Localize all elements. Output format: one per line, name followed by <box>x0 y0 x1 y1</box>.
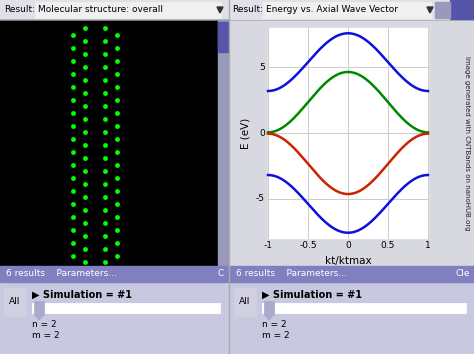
Bar <box>218 20 228 266</box>
Bar <box>230 282 474 354</box>
Bar <box>34 301 44 315</box>
Bar <box>0 266 228 282</box>
Bar <box>0 20 228 266</box>
Bar <box>32 303 220 313</box>
Text: -0.5: -0.5 <box>299 241 317 250</box>
Text: m = 2: m = 2 <box>262 331 290 340</box>
Text: kt/ktmax: kt/ktmax <box>325 256 371 266</box>
Polygon shape <box>265 315 273 320</box>
Bar <box>262 303 466 313</box>
Polygon shape <box>35 315 43 320</box>
Text: n = 2: n = 2 <box>262 320 287 329</box>
Text: 5: 5 <box>259 63 265 72</box>
Text: m = 2: m = 2 <box>32 331 60 340</box>
Text: 0.5: 0.5 <box>381 241 395 250</box>
Text: 6 results    Parameters...: 6 results Parameters... <box>236 269 347 279</box>
Bar <box>268 28 428 238</box>
Text: n = 2: n = 2 <box>32 320 56 329</box>
Bar <box>230 20 474 266</box>
Text: -1: -1 <box>264 241 273 250</box>
Text: 1: 1 <box>425 241 431 250</box>
Text: 0: 0 <box>345 241 351 250</box>
Text: -5: -5 <box>256 194 265 203</box>
Bar <box>264 301 274 315</box>
Text: C: C <box>218 269 224 279</box>
Bar <box>230 266 474 282</box>
Bar <box>263 2 431 18</box>
Text: Cle: Cle <box>456 269 470 279</box>
Text: All: All <box>9 297 21 307</box>
Bar <box>218 22 228 52</box>
Text: Molecular structure: overall: Molecular structure: overall <box>38 6 163 15</box>
Bar <box>0 282 228 354</box>
Text: All: All <box>239 297 251 307</box>
Text: E (eV): E (eV) <box>241 118 251 149</box>
Text: ▶ Simulation = #1: ▶ Simulation = #1 <box>32 290 132 300</box>
Text: Result:: Result: <box>232 6 263 15</box>
Text: ▶ Simulation = #1: ▶ Simulation = #1 <box>262 290 362 300</box>
Bar <box>450 0 474 19</box>
Bar <box>4 288 26 316</box>
Bar <box>234 288 256 316</box>
Text: Image generated with CNTBands on nanoHUB.org: Image generated with CNTBands on nanoHUB… <box>464 56 470 230</box>
Text: 0: 0 <box>259 129 265 137</box>
Text: 6 results    Parameters...: 6 results Parameters... <box>6 269 117 279</box>
Bar <box>35 2 221 18</box>
Polygon shape <box>217 7 223 13</box>
Bar <box>435 2 450 18</box>
Bar <box>0 0 474 20</box>
Polygon shape <box>427 7 433 13</box>
Text: Energy vs. Axial Wave Vector: Energy vs. Axial Wave Vector <box>266 6 398 15</box>
Bar <box>268 28 428 238</box>
Text: Result:: Result: <box>4 6 35 15</box>
